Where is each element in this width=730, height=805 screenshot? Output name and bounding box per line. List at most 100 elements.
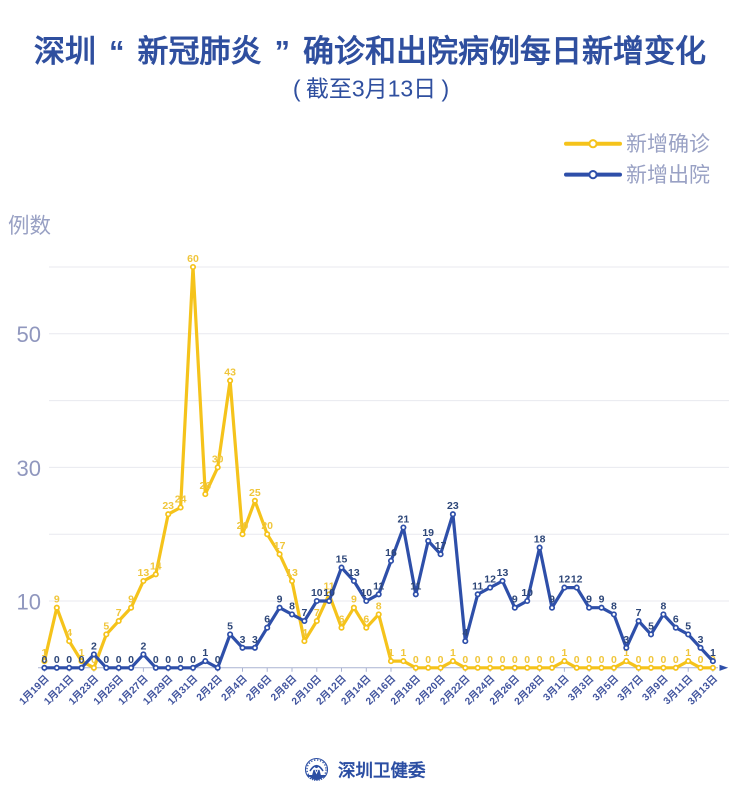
svg-text:20: 20 xyxy=(237,520,249,532)
svg-text:0: 0 xyxy=(673,654,679,666)
svg-text:1: 1 xyxy=(561,647,567,659)
svg-text:0: 0 xyxy=(413,654,419,666)
svg-text:11: 11 xyxy=(410,580,421,592)
svg-text:0: 0 xyxy=(549,654,555,666)
svg-text:7: 7 xyxy=(116,607,122,619)
svg-text:5: 5 xyxy=(103,620,109,632)
svg-text:0: 0 xyxy=(611,654,617,666)
svg-text:6: 6 xyxy=(673,614,679,626)
svg-text:18: 18 xyxy=(534,534,546,546)
svg-text:1: 1 xyxy=(400,647,406,659)
svg-text:0: 0 xyxy=(425,654,431,666)
svg-text:7: 7 xyxy=(301,607,307,619)
svg-text:2: 2 xyxy=(91,640,97,652)
svg-text:0: 0 xyxy=(103,654,109,666)
svg-text:1: 1 xyxy=(202,647,208,659)
svg-text:50: 50 xyxy=(17,322,41,347)
svg-text:13: 13 xyxy=(497,567,509,579)
svg-text:新增确诊: 新增确诊 xyxy=(626,133,710,156)
svg-text:0: 0 xyxy=(475,654,481,666)
svg-text:0: 0 xyxy=(537,654,543,666)
svg-text:9: 9 xyxy=(351,594,357,606)
svg-text:6: 6 xyxy=(363,614,369,626)
svg-text:(截至3月13日): (截至3月13日) xyxy=(293,76,449,102)
svg-text:7: 7 xyxy=(314,607,320,619)
svg-text:0: 0 xyxy=(586,654,592,666)
svg-text:12: 12 xyxy=(571,574,583,586)
svg-text:9: 9 xyxy=(128,594,134,606)
svg-text:30: 30 xyxy=(17,456,41,481)
svg-text:0: 0 xyxy=(178,654,184,666)
svg-text:0: 0 xyxy=(41,654,47,666)
svg-text:0: 0 xyxy=(165,654,171,666)
svg-text:10: 10 xyxy=(17,589,41,614)
svg-text:1: 1 xyxy=(710,647,716,659)
svg-text:8: 8 xyxy=(289,600,295,612)
svg-text:21: 21 xyxy=(398,514,410,526)
svg-text:8: 8 xyxy=(611,600,617,612)
svg-text:3: 3 xyxy=(623,634,629,646)
svg-text:1: 1 xyxy=(388,647,394,659)
svg-text:13: 13 xyxy=(286,567,298,579)
svg-text:17: 17 xyxy=(435,540,447,552)
svg-text:20: 20 xyxy=(261,520,273,532)
svg-text:8: 8 xyxy=(660,600,666,612)
svg-text:25: 25 xyxy=(249,487,261,499)
svg-text:深圳卫健委: 深圳卫健委 xyxy=(338,761,426,781)
svg-text:9: 9 xyxy=(599,594,605,606)
svg-text:10: 10 xyxy=(311,587,323,599)
svg-text:9: 9 xyxy=(512,594,518,606)
svg-text:0: 0 xyxy=(91,654,97,666)
svg-text:8: 8 xyxy=(376,600,382,612)
svg-text:10: 10 xyxy=(521,587,533,599)
svg-text:0: 0 xyxy=(79,654,85,666)
svg-text:9: 9 xyxy=(277,594,283,606)
svg-text:1: 1 xyxy=(623,647,629,659)
svg-text:23: 23 xyxy=(162,500,174,512)
svg-text:0: 0 xyxy=(215,654,221,666)
svg-text:5: 5 xyxy=(685,620,691,632)
svg-text:0: 0 xyxy=(512,654,518,666)
svg-text:0: 0 xyxy=(698,654,704,666)
svg-text:0: 0 xyxy=(153,654,159,666)
svg-text:11: 11 xyxy=(373,580,384,592)
svg-text:6: 6 xyxy=(264,614,270,626)
svg-text:12: 12 xyxy=(484,574,496,586)
svg-text:5: 5 xyxy=(227,620,233,632)
svg-text:11: 11 xyxy=(472,580,483,592)
svg-text:2: 2 xyxy=(140,640,146,652)
svg-text:6: 6 xyxy=(339,614,345,626)
svg-text:0: 0 xyxy=(660,654,666,666)
svg-text:13: 13 xyxy=(138,567,150,579)
svg-text:12: 12 xyxy=(559,574,571,586)
svg-text:24: 24 xyxy=(175,494,187,506)
svg-text:0: 0 xyxy=(500,654,506,666)
svg-text:60: 60 xyxy=(187,253,199,265)
svg-text:1: 1 xyxy=(685,647,691,659)
svg-text:0: 0 xyxy=(128,654,134,666)
svg-text:0: 0 xyxy=(524,654,530,666)
svg-text:0: 0 xyxy=(190,654,196,666)
svg-text:0: 0 xyxy=(116,654,122,666)
svg-text:1: 1 xyxy=(79,647,85,659)
svg-text:15: 15 xyxy=(336,554,348,566)
svg-text:13: 13 xyxy=(348,567,360,579)
svg-text:深圳“新冠肺炎”确诊和出院病例每日新增变化: 深圳 “新冠肺炎” 确诊和出院病例每日新增变化 xyxy=(34,34,706,69)
svg-text:4: 4 xyxy=(301,627,307,639)
svg-text:3: 3 xyxy=(240,634,246,646)
svg-text:1: 1 xyxy=(450,647,456,659)
svg-text:0: 0 xyxy=(574,654,580,666)
svg-text:5: 5 xyxy=(648,620,654,632)
svg-text:30: 30 xyxy=(212,453,224,465)
svg-text:0: 0 xyxy=(438,654,444,666)
svg-text:0: 0 xyxy=(462,654,468,666)
svg-text:4: 4 xyxy=(66,627,72,639)
svg-text:0: 0 xyxy=(599,654,605,666)
svg-text:9: 9 xyxy=(586,594,592,606)
svg-text:0: 0 xyxy=(636,654,642,666)
svg-text:10: 10 xyxy=(323,587,335,599)
svg-text:11: 11 xyxy=(324,580,335,592)
svg-text:3: 3 xyxy=(252,634,258,646)
svg-text:17: 17 xyxy=(274,540,286,552)
svg-text:19: 19 xyxy=(422,527,434,539)
